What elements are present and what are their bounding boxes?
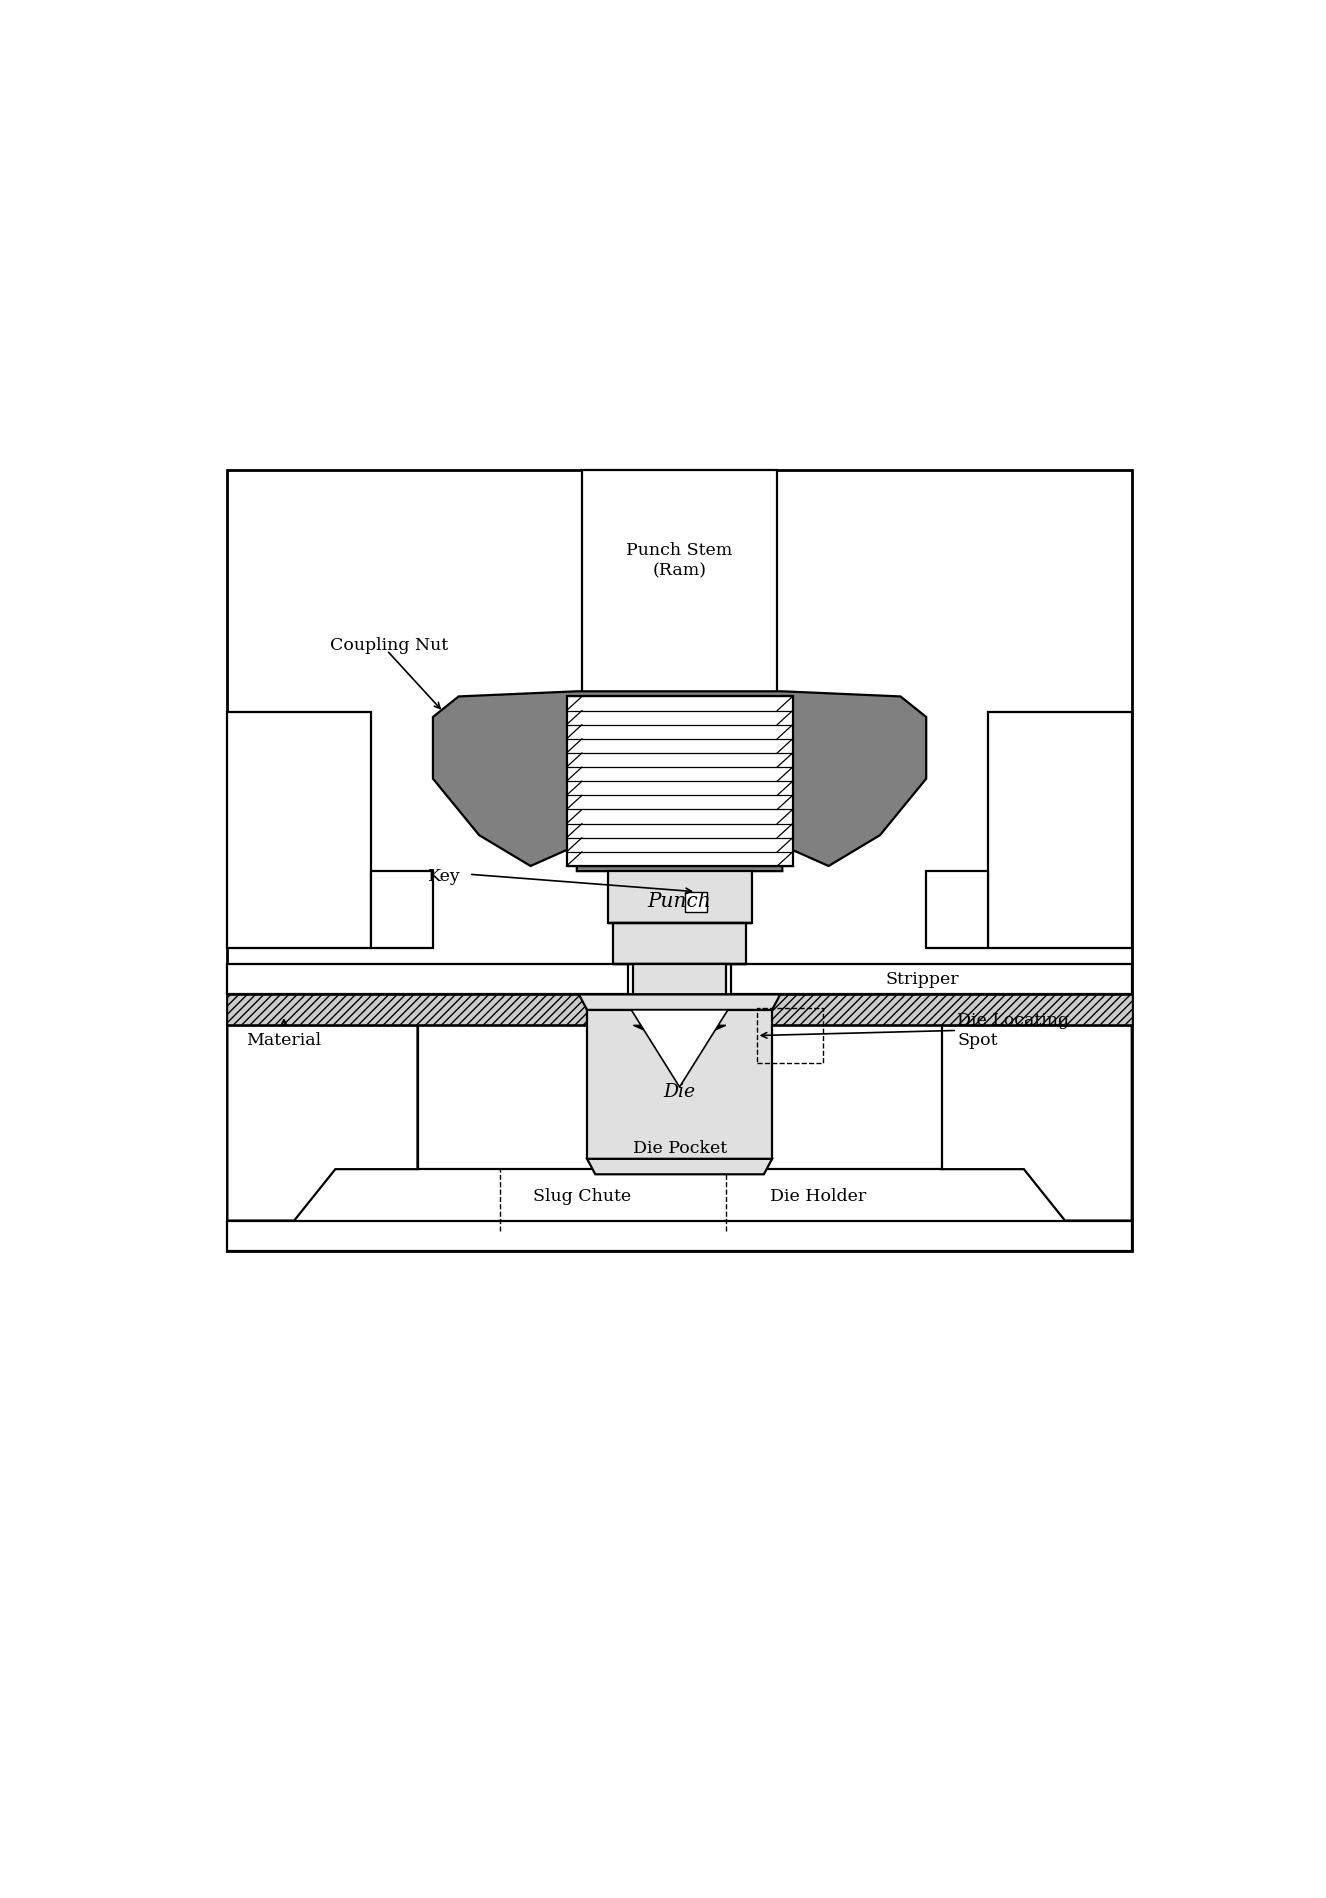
Polygon shape xyxy=(587,1160,772,1175)
Bar xyxy=(684,892,707,913)
Polygon shape xyxy=(634,1025,725,1046)
Bar xyxy=(729,995,1132,1025)
Bar xyxy=(228,1220,1132,1251)
Polygon shape xyxy=(941,1025,1132,1220)
Bar xyxy=(607,871,752,922)
Text: Coupling Nut: Coupling Nut xyxy=(330,636,448,653)
Bar xyxy=(613,922,747,964)
Bar xyxy=(228,995,630,1025)
Polygon shape xyxy=(579,995,780,1010)
Polygon shape xyxy=(631,1010,728,1088)
Bar xyxy=(228,471,1132,1251)
Text: Material: Material xyxy=(247,1033,321,1050)
Text: Punch: Punch xyxy=(647,892,712,911)
Bar xyxy=(228,712,371,949)
Bar xyxy=(228,964,629,995)
Text: Stripper: Stripper xyxy=(886,970,959,987)
Text: Key: Key xyxy=(428,867,460,884)
Bar xyxy=(731,964,1132,995)
Text: Die Holder: Die Holder xyxy=(770,1188,866,1205)
Text: Die Locating
Spot: Die Locating Spot xyxy=(957,1012,1069,1050)
Bar xyxy=(757,1008,823,1063)
Bar xyxy=(988,712,1132,949)
Bar xyxy=(371,871,432,949)
Bar xyxy=(634,964,725,1036)
Bar xyxy=(566,697,793,865)
Text: Die Pocket: Die Pocket xyxy=(633,1141,727,1158)
Text: Slug Chute: Slug Chute xyxy=(533,1188,631,1205)
Polygon shape xyxy=(228,1025,418,1220)
Bar xyxy=(418,1025,941,1169)
Text: Die: Die xyxy=(663,1084,696,1101)
Bar xyxy=(587,1010,772,1160)
Bar xyxy=(582,471,777,712)
Bar xyxy=(926,871,988,949)
Polygon shape xyxy=(432,691,926,871)
Text: Punch Stem
(Ram): Punch Stem (Ram) xyxy=(626,543,733,579)
